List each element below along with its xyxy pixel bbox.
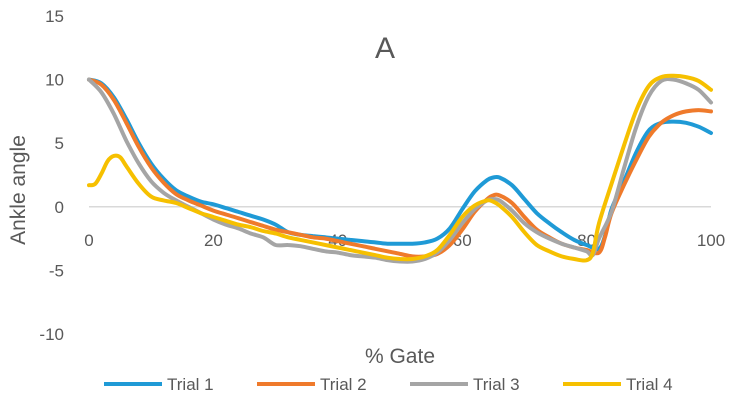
chart-title: A	[375, 32, 395, 65]
legend-label-trial-2: Trial 2	[320, 375, 367, 394]
y-tick-label: 0	[55, 198, 64, 217]
y-tick-label: 5	[55, 134, 64, 153]
legend-label-trial-3: Trial 3	[473, 375, 520, 394]
series-lines	[87, 73, 713, 264]
y-tick-label: 10	[45, 71, 64, 90]
chart-legend: Trial 1 Trial 2 Trial 3 Trial 4	[104, 375, 673, 394]
x-axis-ticks: 0 20 40 60 80 100	[84, 231, 725, 250]
x-tick-label: 100	[697, 231, 725, 250]
y-tick-label: -5	[49, 261, 64, 280]
series-line-trial-2	[87, 77, 713, 259]
legend-label-trial-1: Trial 1	[167, 375, 214, 394]
y-axis-ticks: 15 10 5 0 -5 -10	[39, 7, 64, 344]
series-line-trial-4	[87, 73, 713, 263]
x-tick-label: 0	[84, 231, 93, 250]
x-tick-label: 20	[204, 231, 223, 250]
y-tick-label: 15	[45, 7, 64, 26]
x-axis-label: % Gate	[365, 345, 435, 368]
legend-label-trial-4: Trial 4	[626, 375, 673, 394]
y-tick-label: -10	[39, 325, 64, 344]
y-axis-label: Ankle angle	[7, 135, 30, 245]
